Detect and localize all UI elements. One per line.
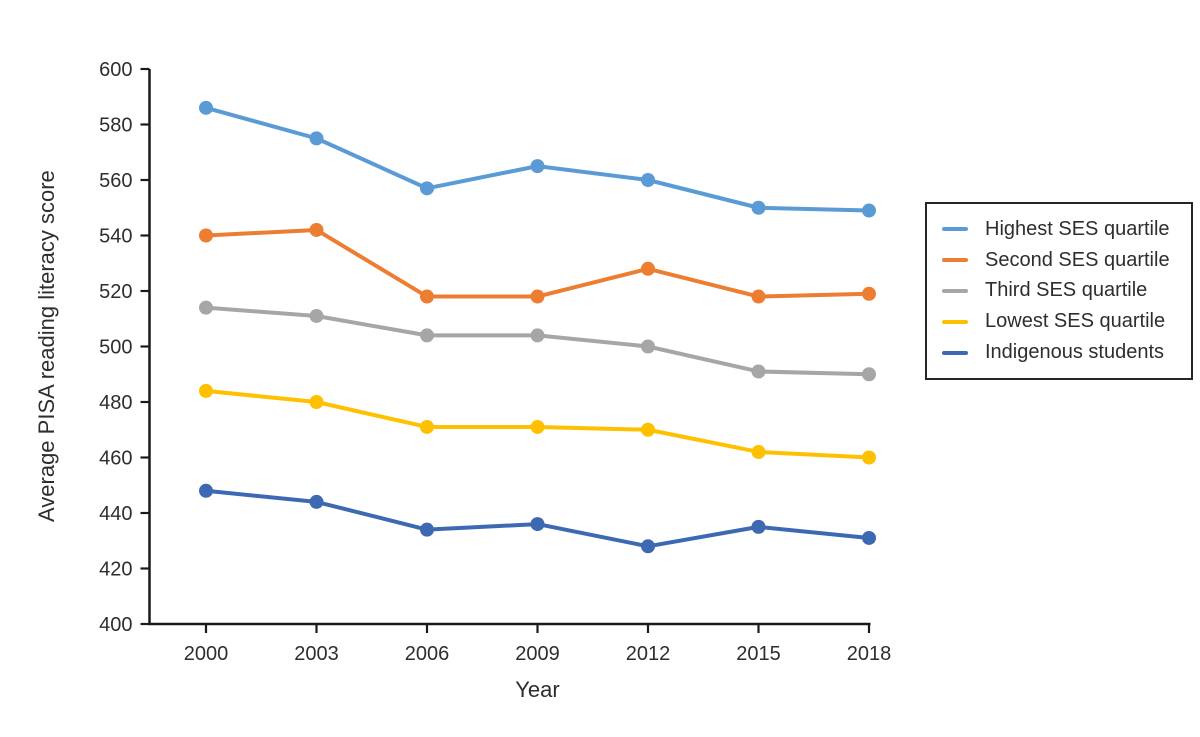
y-tick-label: 560 (99, 170, 132, 192)
legend-item: Highest SES quartile (942, 218, 1183, 241)
legend: Highest SES quartile Second SES quartile T… (925, 202, 1193, 380)
y-tick-label: 400 (99, 614, 132, 636)
legend-item: Third SES quartile (942, 279, 1183, 302)
data-point-third-ses-quartile (641, 339, 655, 354)
x-tick-label: 2009 (515, 643, 560, 665)
data-point-second-ses-quartile (641, 261, 655, 276)
data-point-lowest-ses-quartile (641, 422, 655, 437)
data-point-highest-ses-quartile (199, 100, 213, 115)
x-tick-label: 2018 (847, 643, 892, 665)
data-point-highest-ses-quartile (420, 181, 434, 196)
data-point-indigenous-students (199, 483, 213, 498)
data-point-second-ses-quartile (530, 289, 545, 304)
data-point-third-ses-quartile (862, 367, 876, 382)
x-tick-label: 2000 (184, 643, 229, 665)
legend-item-label: Highest SES quartile (985, 217, 1170, 240)
data-point-lowest-ses-quartile (420, 419, 434, 434)
x-axis-title: Year (515, 677, 560, 702)
data-point-highest-ses-quartile (751, 200, 766, 215)
data-point-lowest-ses-quartile (751, 444, 766, 459)
legend-item: Indigenous students (942, 341, 1183, 364)
data-point-lowest-ses-quartile (199, 383, 213, 398)
data-point-third-ses-quartile (199, 300, 213, 315)
x-tick-label: 2003 (294, 643, 339, 665)
data-point-indigenous-students (641, 539, 655, 554)
data-point-third-ses-quartile (309, 308, 324, 323)
x-tick-label: 2006 (405, 643, 450, 665)
legend-swatch (942, 227, 968, 232)
legend-item-label: Indigenous students (985, 341, 1165, 364)
axis-lines (148, 69, 871, 626)
legend-item-label: Third SES quartile (985, 279, 1148, 302)
series-line-second-ses-quartile (204, 227, 871, 299)
data-point-indigenous-students (862, 530, 876, 545)
y-tick-label: 500 (99, 337, 132, 359)
y-tick-label: 460 (99, 448, 132, 470)
data-point-lowest-ses-quartile (530, 419, 545, 434)
y-tick-label: 540 (99, 226, 132, 248)
data-point-lowest-ses-quartile (862, 450, 876, 465)
y-axis-title: Average PISA reading literacy score (34, 170, 59, 523)
legend-swatch (942, 288, 968, 293)
data-point-third-ses-quartile (420, 328, 434, 343)
data-point-third-ses-quartile (751, 364, 766, 379)
data-point-highest-ses-quartile (309, 131, 324, 146)
data-point-second-ses-quartile (309, 222, 324, 237)
data-point-second-ses-quartile (199, 228, 213, 243)
data-point-indigenous-students (751, 519, 766, 534)
x-tick-label: 2015 (736, 643, 781, 665)
data-point-second-ses-quartile (420, 289, 434, 304)
data-point-highest-ses-quartile (641, 173, 655, 187)
y-tick-label: 420 (99, 559, 132, 581)
data-point-second-ses-quartile (862, 286, 876, 301)
data-point-third-ses-quartile (530, 328, 545, 343)
legend-item: Second SES quartile (942, 249, 1183, 272)
legend-swatch (942, 258, 968, 263)
legend-item: Lowest SES quartile (942, 310, 1183, 333)
data-point-indigenous-students (309, 494, 324, 509)
y-tick-label: 480 (99, 392, 132, 414)
data-point-highest-ses-quartile (862, 203, 876, 218)
data-point-second-ses-quartile (751, 289, 766, 304)
y-tick-label: 580 (99, 115, 132, 137)
y-tick-label: 600 (99, 59, 132, 81)
legend-swatch (942, 319, 968, 324)
legend-item-label: Lowest SES quartile (985, 310, 1166, 333)
x-tick-label: 2012 (626, 643, 671, 665)
data-point-highest-ses-quartile (530, 159, 545, 174)
y-tick-label: 440 (99, 503, 132, 525)
data-point-lowest-ses-quartile (309, 395, 324, 409)
data-point-indigenous-students (530, 517, 545, 532)
data-point-indigenous-students (420, 522, 434, 537)
legend-swatch (942, 350, 968, 355)
legend-item-label: Second SES quartile (985, 248, 1170, 271)
y-tick-label: 520 (99, 281, 132, 303)
